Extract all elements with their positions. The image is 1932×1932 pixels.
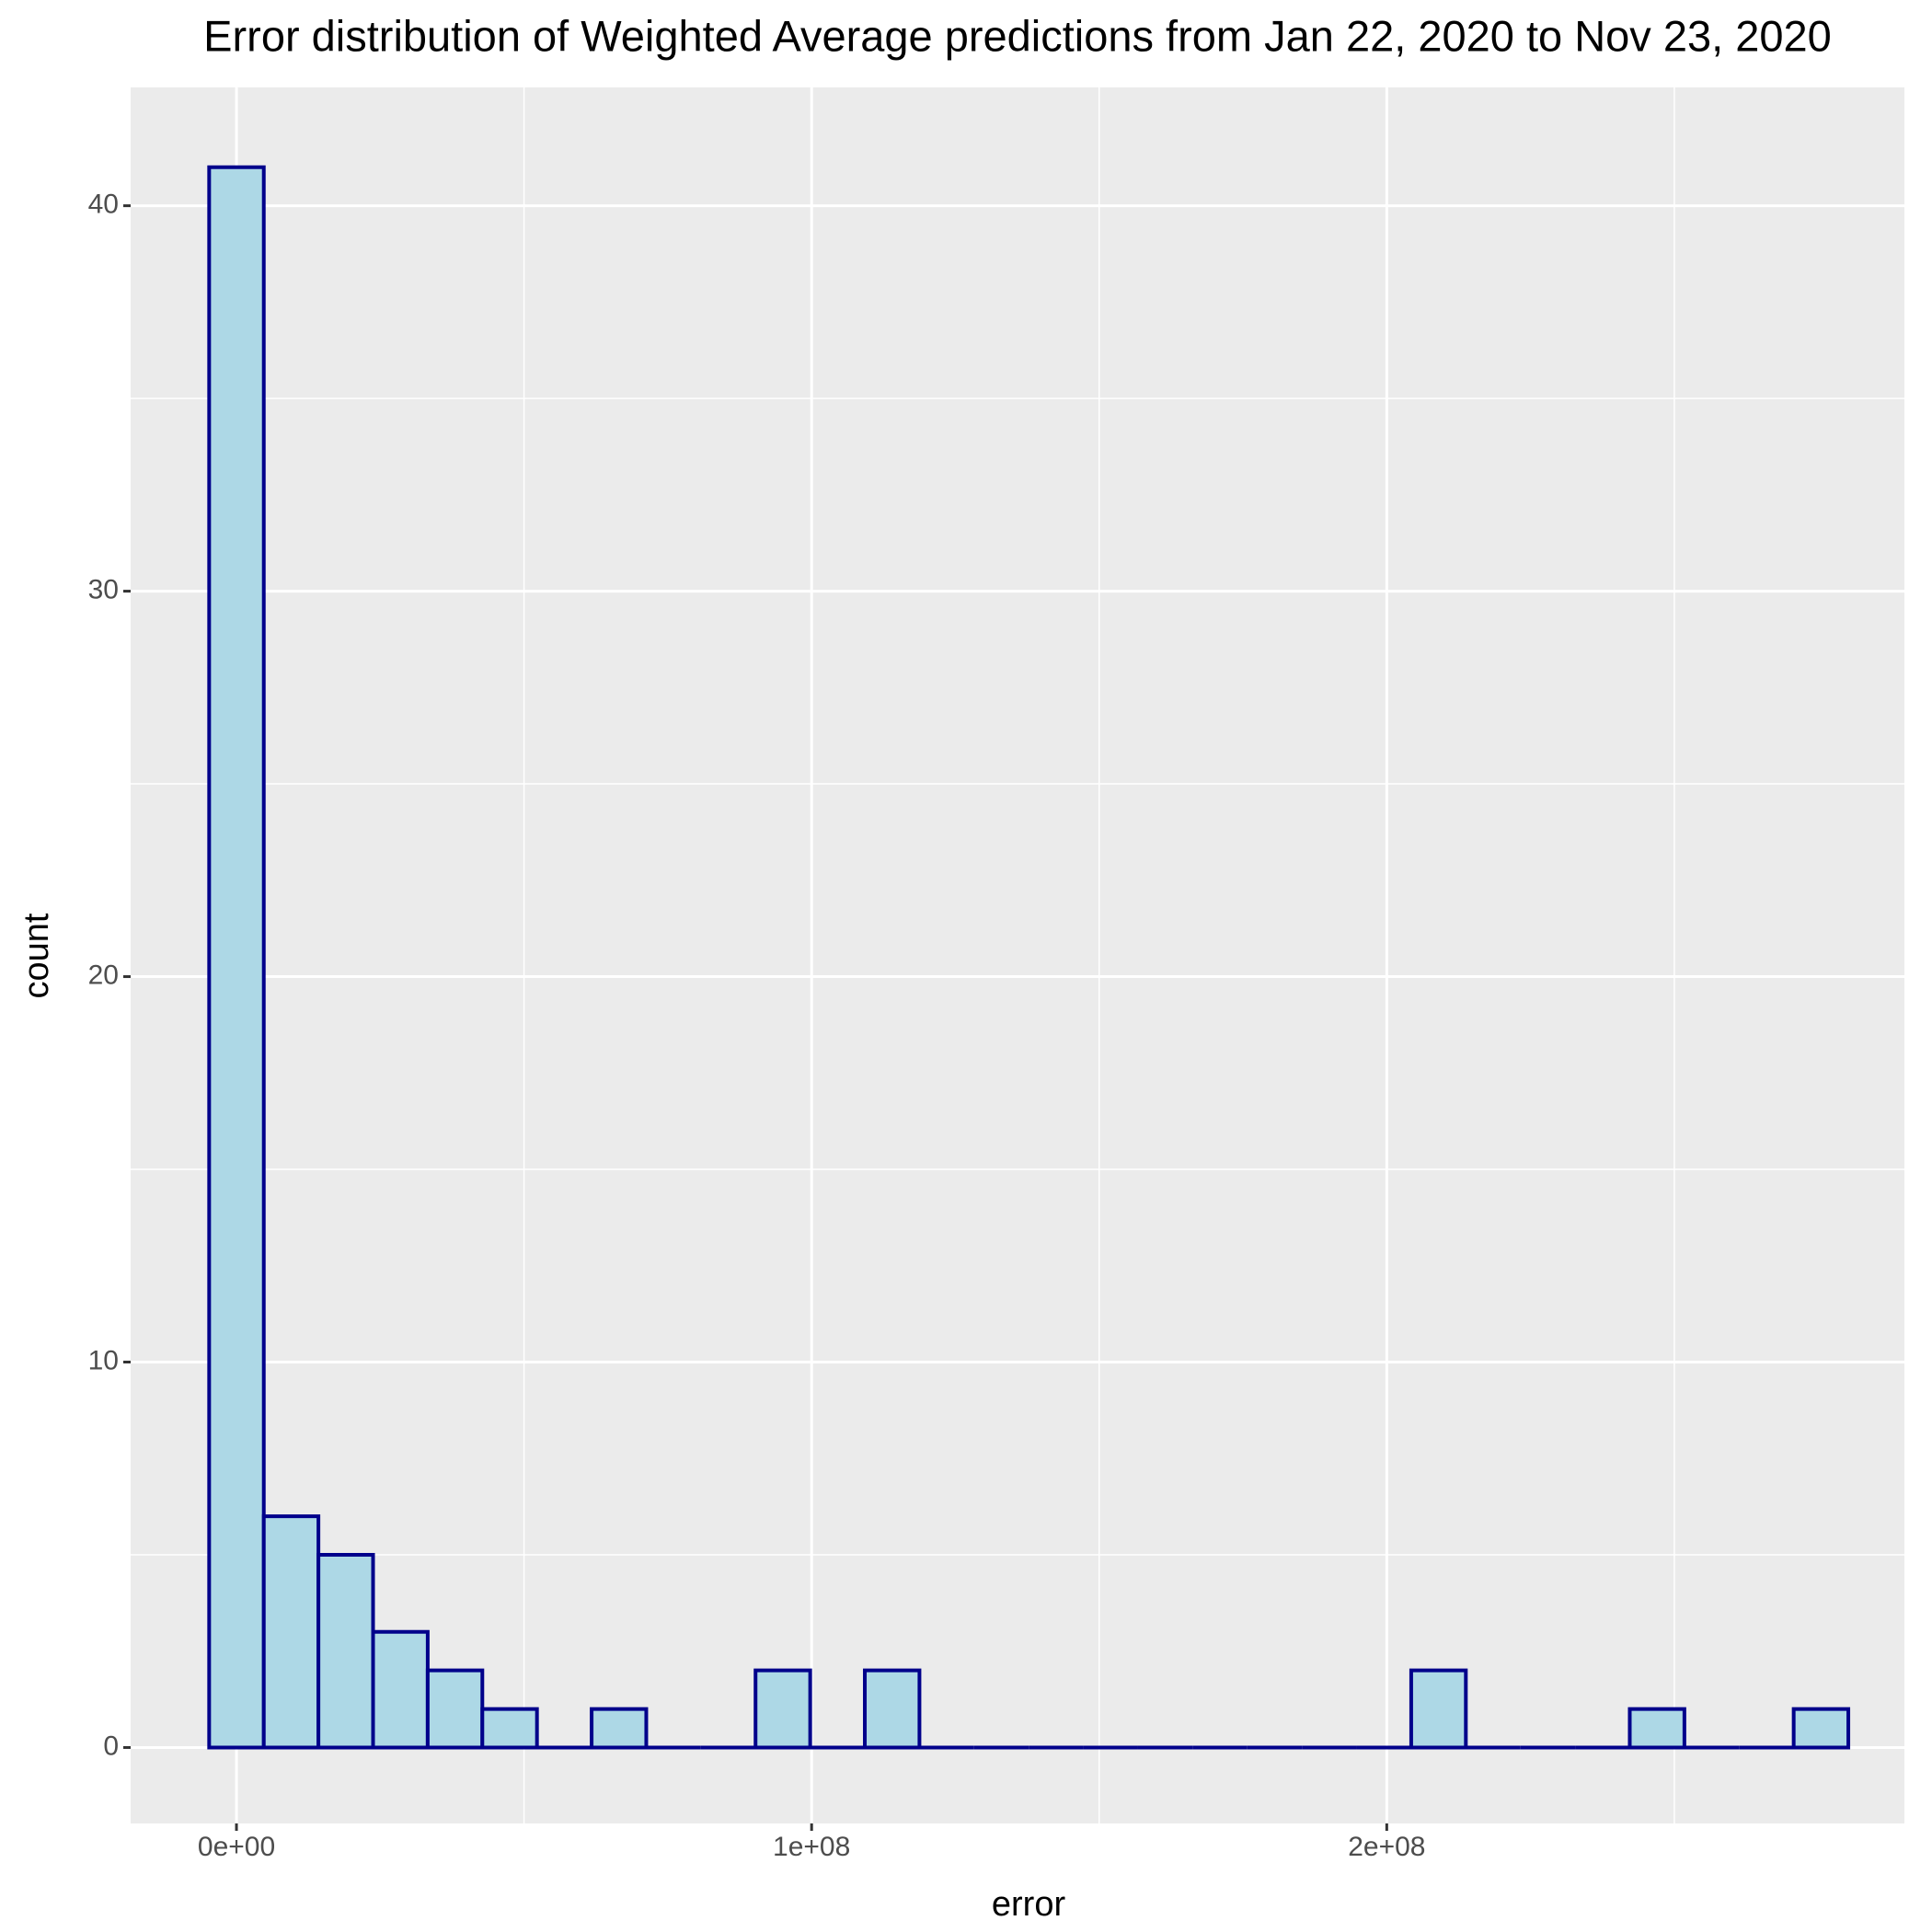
- bar: [1627, 1707, 1686, 1750]
- bar: [480, 1707, 539, 1750]
- y-tick-label: 0: [103, 1731, 119, 1761]
- bar: [261, 1514, 321, 1750]
- y-tick-label: 20: [88, 960, 119, 990]
- y-tick-label: 30: [88, 575, 119, 605]
- x-tick-label: 2e+08: [1348, 1832, 1425, 1862]
- bar: [371, 1629, 430, 1750]
- panel: [131, 87, 1904, 1823]
- bar: [863, 1668, 922, 1750]
- x-tick-label: 1e+08: [773, 1832, 850, 1862]
- bar: [207, 165, 266, 1750]
- y-tick-label: 10: [88, 1345, 119, 1375]
- x-tick-label: 0e+00: [198, 1832, 275, 1862]
- bar: [316, 1552, 375, 1750]
- y-tick-label: 40: [88, 190, 119, 220]
- bar: [1791, 1707, 1851, 1750]
- y-axis-label: count: [17, 913, 56, 998]
- bar: [1409, 1668, 1468, 1750]
- bar: [753, 1668, 812, 1750]
- chart-title: Error distribution of Weighted Average p…: [203, 11, 1832, 60]
- bar: [590, 1707, 649, 1750]
- bar: [425, 1668, 485, 1750]
- x-axis-label: error: [992, 1885, 1066, 1924]
